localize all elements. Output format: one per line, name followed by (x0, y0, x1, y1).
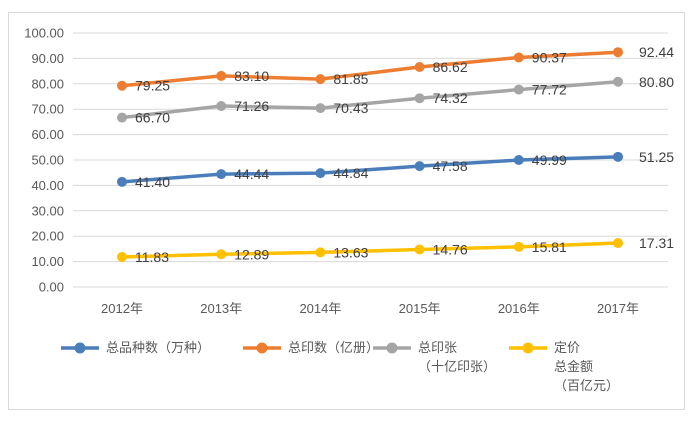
data-label: 12.89 (234, 246, 269, 262)
data-point (216, 169, 227, 180)
data-label: 41.40 (135, 174, 170, 190)
data-point (216, 249, 227, 260)
data-label: 11.83 (135, 249, 169, 265)
data-label: 80.80 (639, 74, 674, 90)
data-point (117, 112, 127, 123)
x-tick-label: 2013年 (200, 301, 242, 316)
data-label: 92.44 (639, 44, 674, 60)
y-tick-label: 40.00 (31, 178, 64, 193)
legend-label: 总印数（亿册） (288, 340, 380, 355)
legend-item: 总品种数（万种） (60, 338, 210, 357)
data-point (414, 61, 425, 72)
legend-label: 总印张 （十亿印张） (418, 340, 497, 374)
data-label: 90.37 (532, 49, 567, 65)
y-tick-label: 70.00 (31, 102, 64, 117)
data-point (613, 47, 623, 58)
data-point (613, 238, 623, 249)
legend-item: 总印数（亿册） (242, 338, 379, 357)
data-point (315, 168, 326, 179)
data-label: 66.70 (135, 110, 170, 126)
data-point (513, 52, 524, 63)
data-label: 17.31 (639, 235, 674, 251)
series-line-1 (120, 50, 620, 88)
y-tick-label: 100.00 (24, 26, 64, 41)
data-point (513, 241, 524, 252)
legend-marker-icon (243, 342, 281, 354)
data-label: 49.99 (532, 152, 567, 168)
y-tick-label: 10.00 (31, 254, 64, 269)
y-tick-label: 0.00 (39, 280, 64, 295)
y-tick-label: 80.00 (31, 76, 64, 91)
data-label: 47.58 (433, 158, 468, 174)
legend-item: 总印张 （十亿印张） (372, 338, 496, 376)
data-point (216, 70, 227, 81)
data-label: 44.44 (234, 166, 269, 182)
data-point (613, 76, 623, 87)
data-point (414, 93, 425, 104)
data-label: 81.85 (333, 71, 368, 87)
data-label: 77.72 (532, 82, 567, 98)
data-point (117, 176, 127, 187)
data-point (414, 161, 425, 172)
data-point (414, 244, 425, 255)
y-tick-label: 60.00 (31, 127, 64, 142)
data-point (315, 247, 326, 258)
data-point (613, 151, 623, 162)
legend-marker-icon (373, 342, 411, 354)
series-line-2 (120, 80, 620, 120)
data-point (117, 251, 127, 262)
legend-marker-icon (61, 342, 99, 354)
data-point (117, 80, 127, 91)
data-point (315, 74, 326, 85)
y-tick-label: 20.00 (31, 229, 64, 244)
data-label: 71.26 (234, 98, 269, 114)
data-label: 44.84 (333, 165, 368, 181)
data-label: 15.81 (532, 239, 567, 255)
data-point (513, 155, 524, 166)
legend-label: 定价 总金额 （百亿元） (554, 340, 620, 393)
data-label: 14.76 (433, 242, 468, 258)
series-line-3 (120, 241, 620, 259)
legend-label: 总品种数（万种） (106, 340, 211, 355)
y-tick-label: 90.00 (31, 51, 64, 66)
data-label: 13.63 (333, 244, 368, 260)
data-label: 70.43 (333, 100, 368, 116)
x-tick-label: 2012年 (101, 301, 143, 316)
data-label: 51.25 (639, 149, 674, 165)
data-point (315, 103, 326, 114)
data-label: 74.32 (433, 90, 468, 106)
data-label: 86.62 (433, 59, 468, 75)
x-tick-label: 2016年 (498, 301, 540, 316)
data-point (513, 84, 524, 95)
x-tick-label: 2015年 (399, 301, 441, 316)
data-label: 79.25 (135, 78, 170, 94)
legend-item: 定价 总金额 （百亿元） (508, 338, 619, 395)
x-tick-label: 2014年 (299, 301, 341, 316)
series-line-0 (120, 155, 620, 184)
y-tick-label: 30.00 (31, 203, 64, 218)
y-tick-label: 50.00 (31, 153, 64, 168)
x-tick-label: 2017年 (597, 301, 639, 316)
data-point (216, 100, 227, 111)
data-label: 83.10 (234, 68, 269, 84)
legend-marker-icon (509, 342, 547, 354)
